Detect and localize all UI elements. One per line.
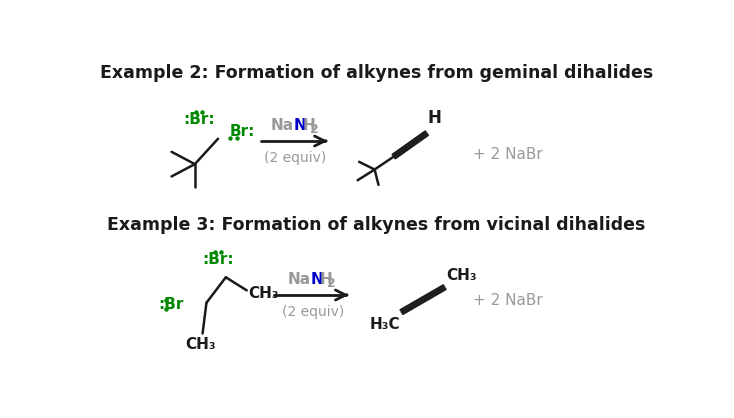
Text: H: H (319, 272, 333, 287)
Text: Na: Na (288, 272, 311, 287)
Text: H₃C: H₃C (370, 316, 400, 331)
Text: CH₃: CH₃ (446, 268, 476, 283)
Text: 2: 2 (310, 122, 319, 135)
Text: N: N (311, 272, 324, 287)
Text: Example 2: Formation of alkynes from geminal dihalides: Example 2: Formation of alkynes from gem… (100, 64, 653, 82)
Text: H: H (302, 117, 316, 133)
Text: :Br:: :Br: (183, 112, 214, 127)
Text: H: H (427, 109, 441, 127)
Text: + 2 NaBr: + 2 NaBr (473, 147, 543, 162)
Text: CH₃: CH₃ (248, 286, 279, 301)
Text: + 2 NaBr: + 2 NaBr (473, 293, 543, 308)
Text: CH₃: CH₃ (186, 336, 217, 352)
Text: N: N (294, 117, 307, 133)
Text: Na: Na (271, 117, 294, 133)
Text: :Br: :Br (158, 297, 184, 312)
Text: :Br:: :Br: (203, 252, 234, 267)
Text: (2 equiv): (2 equiv) (282, 305, 344, 319)
Text: 2: 2 (327, 277, 335, 290)
Text: Br:: Br: (230, 123, 255, 138)
Text: Example 3: Formation of alkynes from vicinal dihalides: Example 3: Formation of alkynes from vic… (107, 216, 645, 234)
Text: (2 equiv): (2 equiv) (264, 151, 327, 165)
